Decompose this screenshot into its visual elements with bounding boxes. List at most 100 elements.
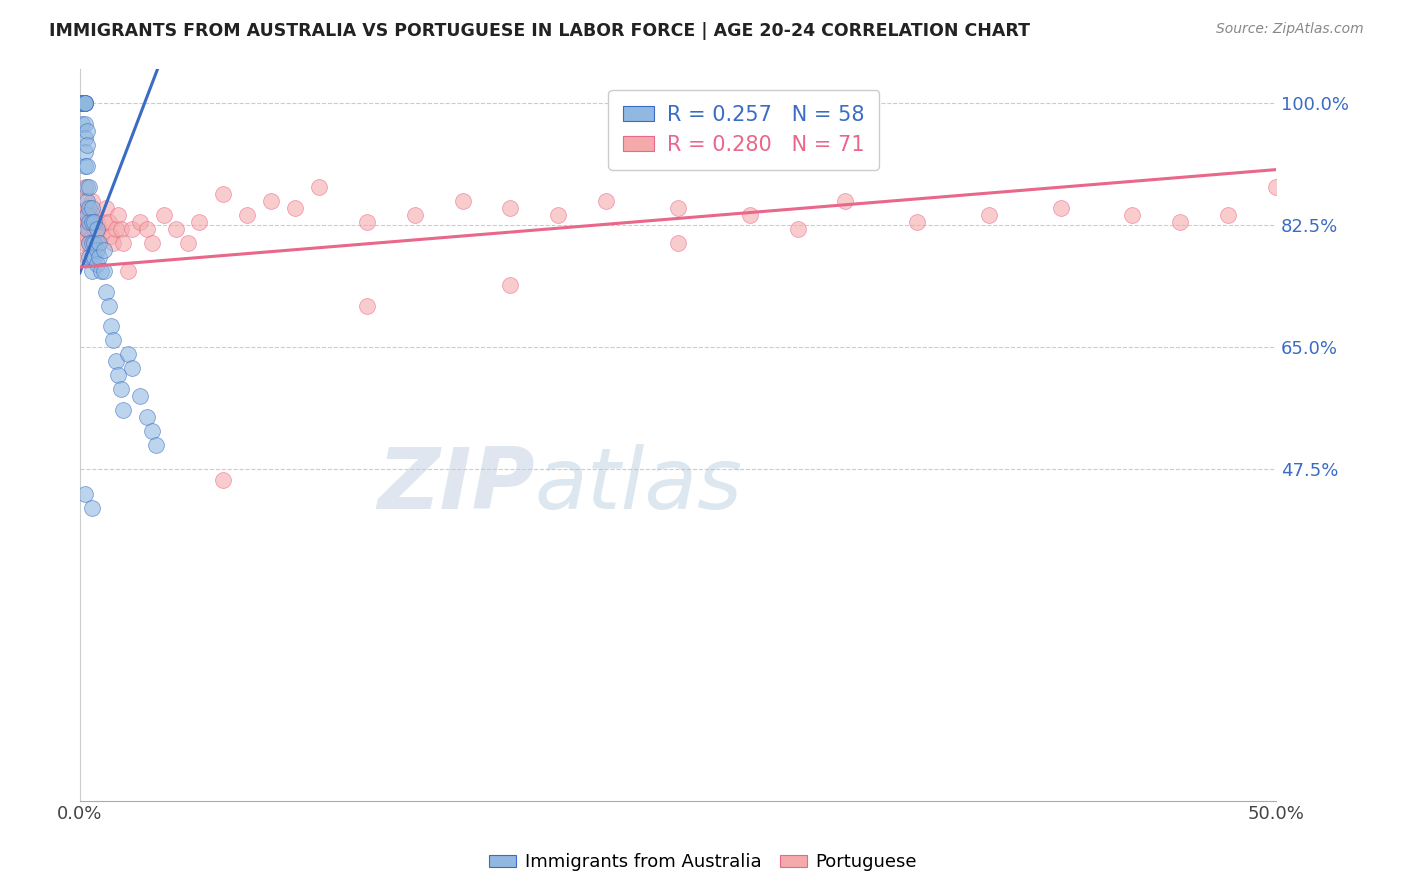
Point (86, 228, 108, 243)
Point (499, 277, 522, 292)
Point (72, 117, 94, 131)
Point (128, 215, 150, 229)
Point (135, 222, 157, 236)
Text: ZIP: ZIP (377, 444, 534, 527)
Point (76, 180, 98, 194)
Point (111, 235, 134, 250)
Point (73, 487, 96, 501)
Point (76, 194, 98, 208)
Point (141, 424, 163, 438)
Point (260, 194, 283, 208)
Point (79, 222, 101, 236)
Point (73, 117, 96, 131)
Point (110, 222, 132, 236)
Point (666, 201, 689, 215)
Point (1168, 215, 1191, 229)
Point (83, 250, 105, 264)
Point (97, 215, 120, 229)
Point (72, 96, 94, 111)
Point (212, 473, 235, 487)
Point (121, 361, 143, 376)
Point (73, 96, 96, 111)
Point (79, 235, 101, 250)
Point (93, 215, 115, 229)
Point (121, 222, 143, 236)
Point (83, 235, 105, 250)
Point (72, 96, 94, 111)
Point (80, 194, 103, 208)
Point (79, 215, 101, 229)
Point (76, 124, 98, 138)
Point (76, 208, 98, 222)
Point (100, 228, 122, 243)
Point (786, 222, 808, 236)
Point (80, 215, 103, 229)
Point (80, 201, 103, 215)
Point (90, 263, 112, 277)
Point (451, 194, 474, 208)
Point (905, 215, 928, 229)
Point (212, 187, 235, 202)
Text: Source: ZipAtlas.com: Source: ZipAtlas.com (1216, 22, 1364, 37)
Point (80, 263, 103, 277)
Point (86, 215, 108, 229)
Point (72, 96, 94, 111)
Point (83, 208, 105, 222)
Point (80, 250, 103, 264)
Point (87, 222, 110, 236)
Point (236, 208, 259, 222)
Point (128, 389, 150, 403)
Point (73, 145, 96, 160)
Point (79, 208, 101, 222)
Point (79, 180, 101, 194)
Point (93, 263, 115, 277)
Point (86, 243, 108, 257)
Legend: R = 0.257   N = 58, R = 0.280   N = 71: R = 0.257 N = 58, R = 0.280 N = 71 (609, 90, 879, 169)
Point (499, 201, 522, 215)
Point (117, 263, 139, 277)
Point (73, 159, 96, 173)
Point (188, 215, 211, 229)
Point (80, 235, 103, 250)
Point (80, 500, 103, 515)
Point (73, 180, 96, 194)
Point (83, 215, 105, 229)
Point (141, 235, 163, 250)
Point (76, 222, 98, 236)
Point (1216, 208, 1239, 222)
Point (738, 208, 761, 222)
Point (73, 96, 96, 111)
Point (76, 138, 98, 153)
Point (356, 215, 378, 229)
Point (76, 228, 98, 243)
Point (73, 235, 96, 250)
Point (93, 243, 115, 257)
Point (73, 131, 96, 145)
Point (107, 368, 129, 383)
Point (87, 235, 110, 250)
Point (76, 250, 98, 264)
Point (73, 96, 96, 111)
Point (86, 257, 108, 271)
Point (80, 215, 103, 229)
Point (80, 228, 103, 243)
Point (73, 194, 96, 208)
Point (86, 222, 108, 236)
Point (176, 235, 198, 250)
Point (104, 222, 127, 236)
Point (595, 194, 617, 208)
Point (1121, 208, 1143, 222)
Point (104, 354, 127, 368)
Text: IMMIGRANTS FROM AUSTRALIA VS PORTUGUESE IN LABOR FORCE | AGE 20-24 CORRELATION C: IMMIGRANTS FROM AUSTRALIA VS PORTUGUESE … (49, 22, 1031, 40)
Point (76, 215, 98, 229)
Legend: Immigrants from Australia, Portuguese: Immigrants from Australia, Portuguese (482, 847, 924, 879)
Point (73, 96, 96, 111)
Point (97, 299, 120, 313)
Point (308, 180, 330, 194)
Point (100, 319, 122, 334)
Point (145, 438, 167, 452)
Point (79, 235, 101, 250)
Point (110, 382, 132, 396)
Point (72, 96, 94, 111)
Point (356, 299, 378, 313)
